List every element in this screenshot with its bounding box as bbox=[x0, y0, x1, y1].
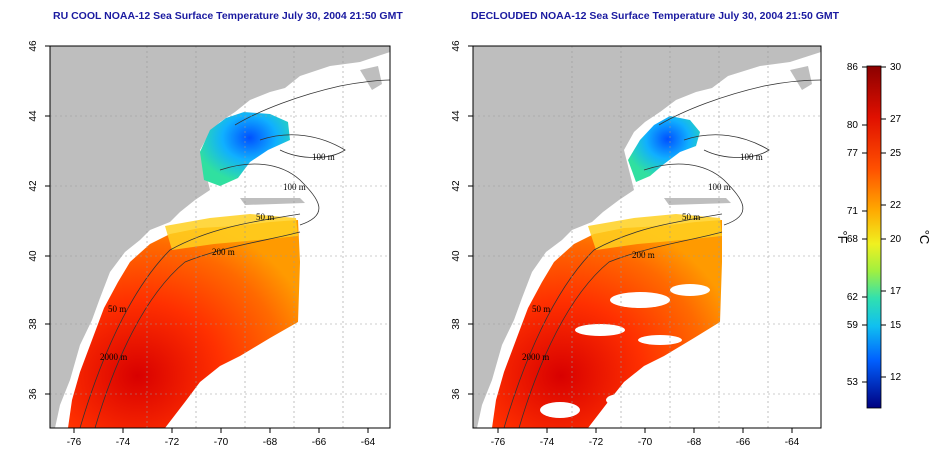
lon-tick-label: -72 bbox=[589, 437, 604, 448]
left-map-lon-labels: -76 -74 -72 -70 -68 -66 -64 bbox=[67, 437, 376, 448]
right-map-sst-warm-band bbox=[588, 214, 722, 250]
right-map-land bbox=[473, 46, 821, 428]
colorbar-c-label: 25 bbox=[890, 148, 902, 159]
right-map-grid bbox=[473, 46, 821, 428]
colorbar-c-label: 20 bbox=[890, 234, 902, 245]
left-map-land bbox=[50, 46, 390, 428]
colorbar-c-label: 15 bbox=[890, 320, 902, 331]
contour-label-50m: 50 m bbox=[682, 212, 700, 222]
lon-tick-label: -68 bbox=[687, 437, 702, 448]
colorbar: 86 80 77 71 68 62 59 53 30 27 25 22 20 1… bbox=[835, 62, 932, 409]
colorbar-f-label: 86 bbox=[847, 62, 859, 73]
colorbar-c-label: 30 bbox=[890, 62, 902, 73]
lon-tick-label: -76 bbox=[491, 437, 506, 448]
lon-tick-label: -68 bbox=[263, 437, 278, 448]
right-map-cloud-gaps bbox=[540, 284, 710, 418]
lat-tick-label: 40 bbox=[28, 250, 39, 262]
left-map-sst-warm-band bbox=[165, 214, 298, 250]
contour-label-100m: 100 m bbox=[312, 152, 335, 162]
contour-label-50m: 50 m bbox=[108, 304, 126, 314]
left-map-title: RU COOL NOAA-12 Sea Surface Temperature … bbox=[53, 10, 403, 22]
contour-label-50m: 50 m bbox=[532, 304, 550, 314]
left-map-lat-labels: 46 44 42 40 38 36 bbox=[28, 40, 39, 400]
colorbar-f-label: 62 bbox=[847, 292, 859, 303]
left-map-panel: 100 m 100 m 50 m 200 m 50 m 2000 m bbox=[28, 40, 391, 448]
left-map-nova-scotia bbox=[360, 66, 382, 90]
colorbar-f-label: 77 bbox=[847, 148, 859, 159]
right-map-bathymetry-contours bbox=[503, 79, 822, 429]
colorbar-f-label: 53 bbox=[847, 377, 859, 388]
left-map-ticks bbox=[45, 45, 369, 433]
lon-tick-label: -70 bbox=[638, 437, 653, 448]
lon-tick-label: -66 bbox=[736, 437, 751, 448]
colorbar-fahrenheit-labels: 86 80 77 71 68 62 59 53 bbox=[847, 62, 859, 388]
right-map-panel: 100 m 100 m 50 m 200 m 50 m 2000 m -76 bbox=[451, 40, 822, 448]
contour-label-50m: 50 m bbox=[256, 212, 274, 222]
right-map-contour-labels: 100 m 100 m 50 m 200 m 50 m 2000 m bbox=[522, 152, 763, 362]
left-map-frame bbox=[49, 45, 391, 429]
contour-label-100m: 100 m bbox=[708, 182, 731, 192]
lat-tick-label: 36 bbox=[28, 388, 39, 400]
lon-tick-label: -64 bbox=[361, 437, 376, 448]
lat-tick-label: 44 bbox=[451, 110, 462, 122]
colorbar-celsius-labels: 30 27 25 22 20 17 15 12 bbox=[890, 62, 902, 383]
lat-tick-label: 40 bbox=[451, 250, 462, 262]
colorbar-c-label: 17 bbox=[890, 286, 902, 297]
colorbar-ticks bbox=[862, 66, 886, 383]
contour-label-2000m: 2000 m bbox=[522, 352, 549, 362]
lat-tick-label: 46 bbox=[451, 40, 462, 52]
lat-tick-label: 46 bbox=[28, 40, 39, 52]
colorbar-unit-fahrenheit: °F bbox=[835, 230, 850, 243]
contour-label-100m: 100 m bbox=[283, 182, 306, 192]
lon-tick-label: -76 bbox=[67, 437, 82, 448]
right-map-lon-labels: -76 -74 -72 -70 -68 -66 -64 bbox=[491, 437, 800, 448]
lat-tick-label: 42 bbox=[28, 180, 39, 192]
colorbar-unit-celsius: °C bbox=[917, 230, 932, 245]
colorbar-gradient bbox=[866, 65, 882, 409]
left-map-contour-labels: 100 m 100 m 50 m 200 m 50 m 2000 m bbox=[100, 152, 335, 362]
left-map-grid bbox=[50, 46, 390, 428]
lat-tick-label: 38 bbox=[451, 318, 462, 330]
colorbar-c-label: 22 bbox=[890, 200, 902, 211]
lat-tick-label: 38 bbox=[28, 318, 39, 330]
contour-label-2000m: 2000 m bbox=[100, 352, 127, 362]
lon-tick-label: -70 bbox=[214, 437, 229, 448]
left-map-sst-gom bbox=[200, 112, 290, 186]
colorbar-f-label: 68 bbox=[847, 234, 859, 245]
colorbar-f-label: 59 bbox=[847, 320, 859, 331]
contour-label-100m: 100 m bbox=[740, 152, 763, 162]
contour-label-200m: 200 m bbox=[212, 247, 235, 257]
right-map-nova-scotia bbox=[790, 66, 812, 90]
right-map-ticks bbox=[468, 45, 793, 433]
lon-tick-label: -72 bbox=[165, 437, 180, 448]
lon-tick-label: -74 bbox=[540, 437, 555, 448]
left-map-sst-warm bbox=[68, 220, 300, 428]
colorbar-f-label: 71 bbox=[847, 206, 859, 217]
colorbar-f-label: 80 bbox=[847, 120, 859, 131]
lat-tick-label: 42 bbox=[451, 180, 462, 192]
right-map-title: DECLOUDED NOAA-12 Sea Surface Temperatur… bbox=[471, 10, 840, 22]
contour-label-200m: 200 m bbox=[632, 250, 655, 260]
right-map-lat-labels: 46 44 42 40 38 36 bbox=[451, 40, 462, 400]
right-map-long-island bbox=[664, 198, 731, 205]
right-map-sst-warm bbox=[492, 220, 722, 428]
lon-tick-label: -66 bbox=[312, 437, 327, 448]
lat-tick-label: 36 bbox=[451, 388, 462, 400]
lon-tick-label: -74 bbox=[116, 437, 131, 448]
right-map-sst-gom bbox=[628, 116, 700, 182]
lon-tick-label: -64 bbox=[785, 437, 800, 448]
lat-tick-label: 44 bbox=[28, 110, 39, 122]
right-map-frame bbox=[472, 45, 822, 429]
left-map-long-island bbox=[240, 198, 305, 205]
colorbar-c-label: 27 bbox=[890, 114, 902, 125]
colorbar-c-label: 12 bbox=[890, 372, 902, 383]
left-map-bathymetry-contours bbox=[79, 79, 391, 429]
